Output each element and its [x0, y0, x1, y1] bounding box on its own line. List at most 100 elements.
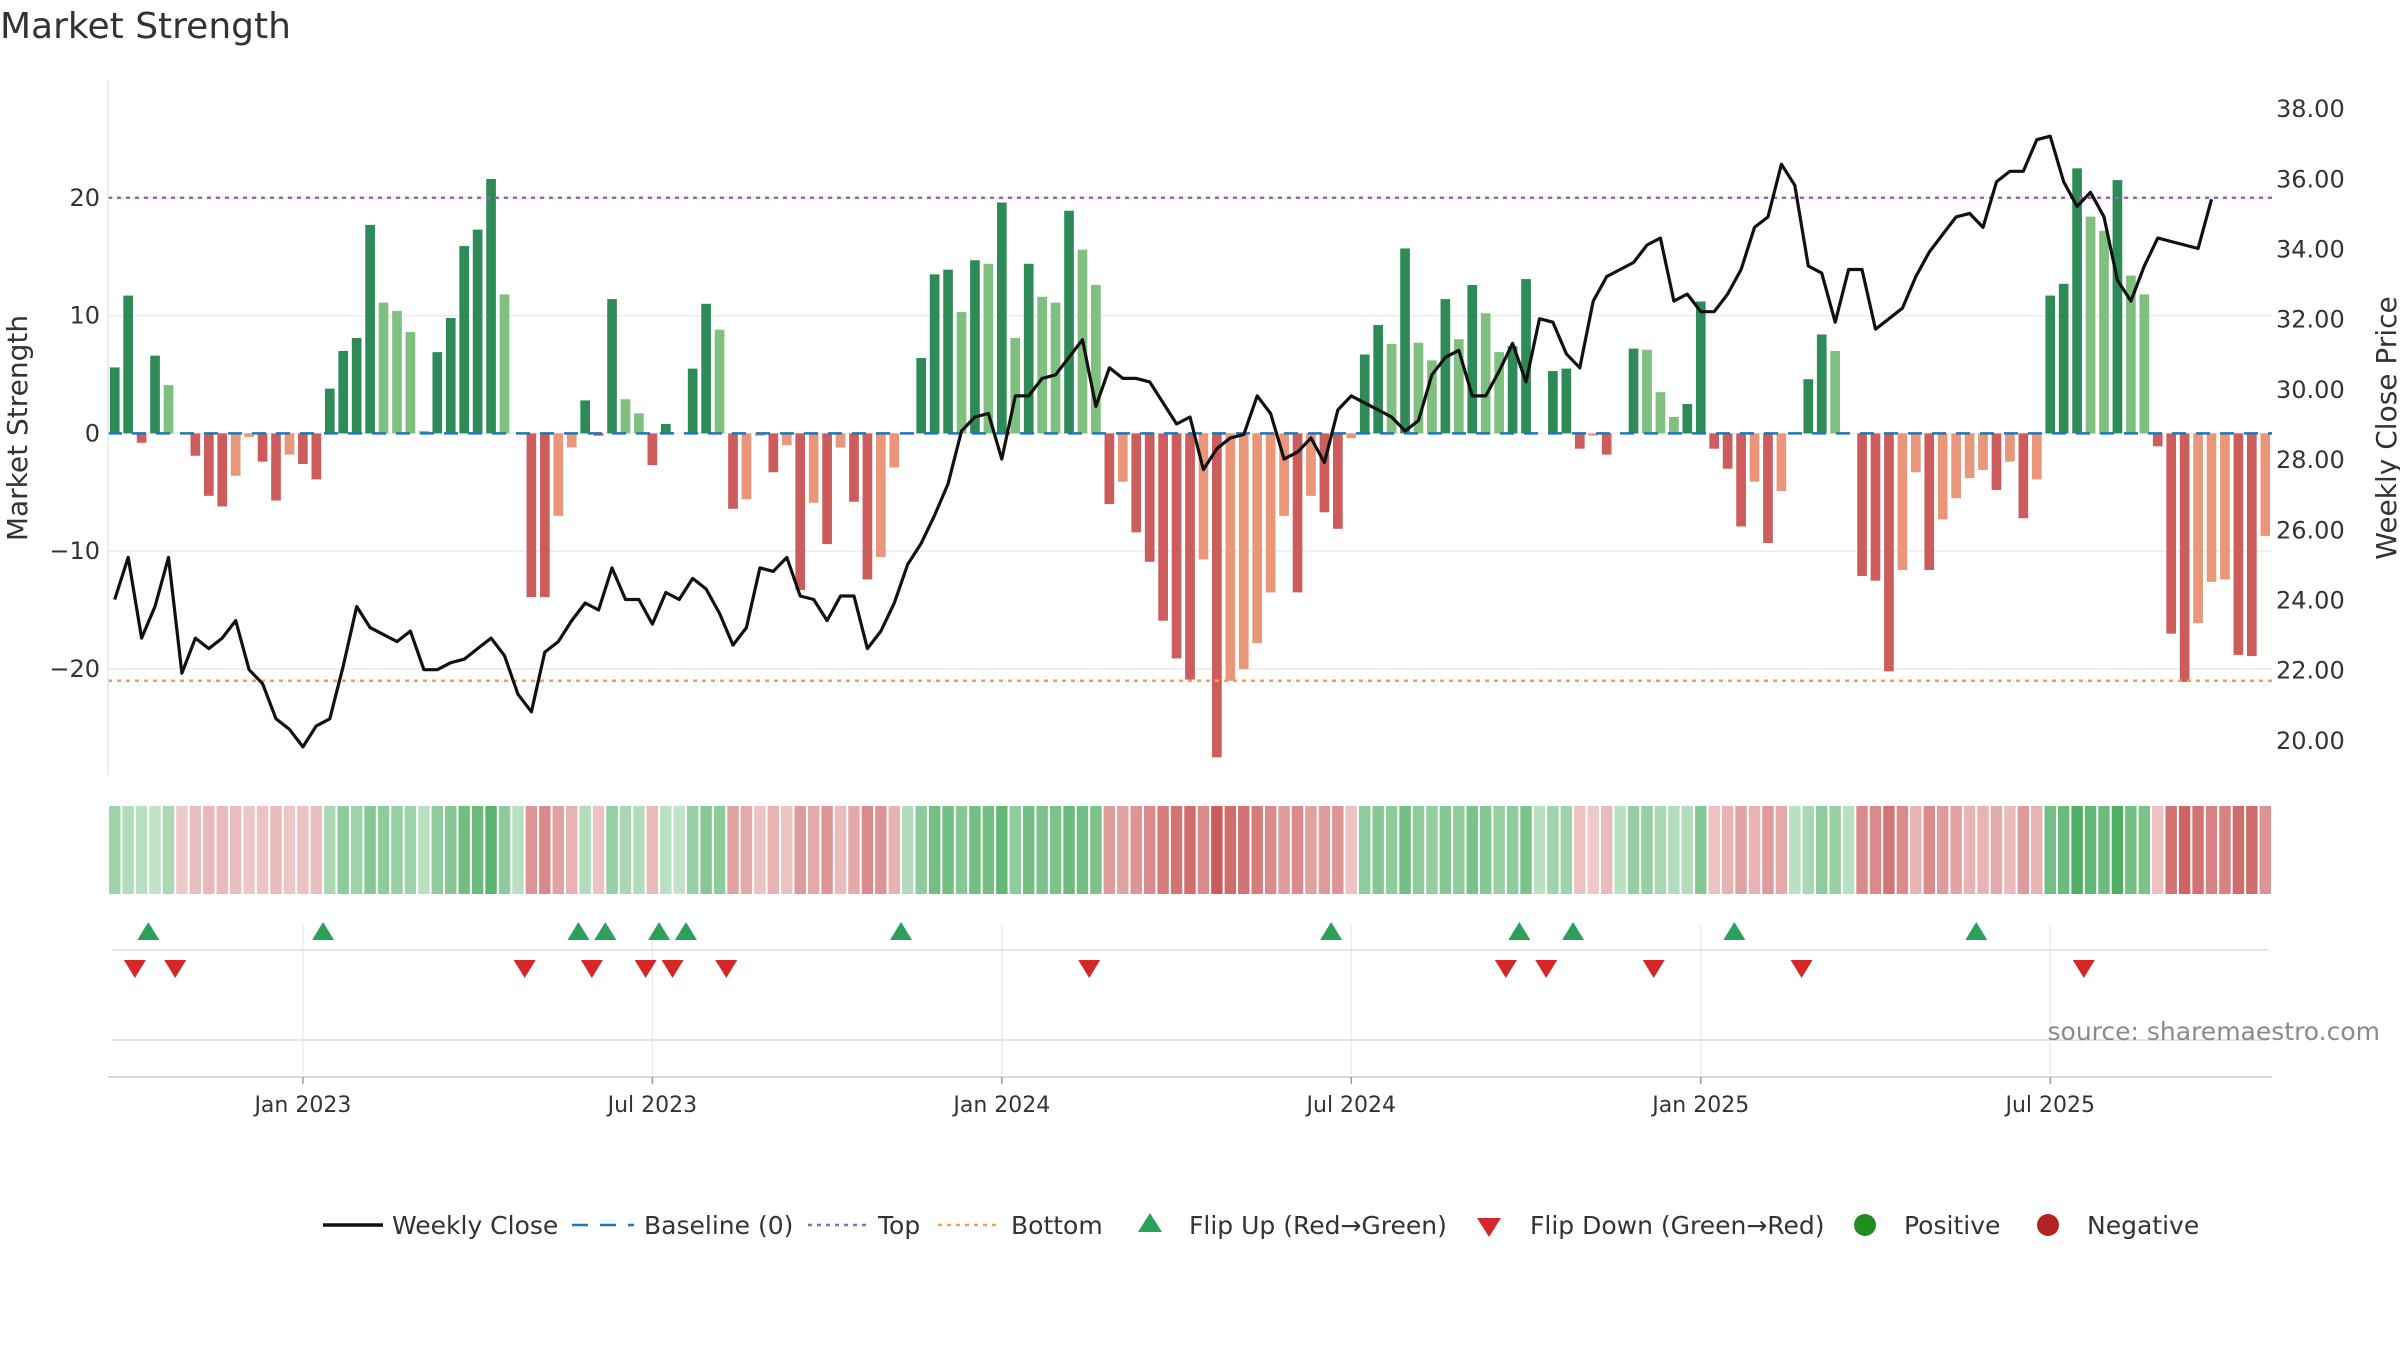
heat-cell: [633, 806, 645, 894]
strength-bar: [1238, 433, 1249, 669]
strength-bar: [217, 433, 228, 507]
strength-bar: [1857, 433, 1867, 576]
heat-cell: [498, 806, 511, 894]
strength-bar: [2085, 216, 2096, 434]
strength-bar: [1776, 433, 1787, 492]
heat-cell: [1856, 806, 1868, 894]
flip-down-marker: [634, 960, 657, 978]
strength-bar: [1561, 368, 1572, 434]
strength-bar: [136, 433, 147, 443]
heat-cell: [1775, 806, 1788, 894]
heat-cell: [512, 806, 524, 894]
strength-bar: [405, 332, 416, 434]
chart-title: Market Strength: [0, 6, 291, 47]
strength-bar: [1413, 342, 1424, 434]
strength-bar: [271, 433, 281, 501]
strength-bar: [324, 388, 335, 434]
heat-cell: [996, 806, 1008, 894]
heat-cell: [229, 806, 242, 894]
strength-bar: [284, 433, 295, 455]
strength-bar: [970, 260, 980, 434]
flip-down-marker: [661, 960, 684, 978]
strength-bar: [1870, 433, 1881, 581]
flip-down-marker: [1078, 960, 1101, 978]
heat-cell: [1278, 806, 1290, 894]
heat-cell: [310, 806, 323, 894]
flip-up-marker: [1320, 922, 1343, 940]
legend-item: Bottom: [938, 1211, 1103, 1240]
heat-cell: [1883, 806, 1895, 894]
strength-bar: [1386, 343, 1397, 434]
heat-cell: [471, 806, 484, 894]
heat-cell: [660, 806, 672, 894]
heat-cell: [552, 806, 564, 894]
legend-item: Flip Up (Red→Green): [1138, 1211, 1447, 1240]
heat-cell: [297, 806, 309, 894]
flip-up-marker: [567, 922, 590, 940]
strength-bar: [2193, 433, 2203, 624]
heat-cell: [431, 806, 444, 894]
legend-triangle-down-icon: [1477, 1218, 1501, 1237]
strength-bar: [1924, 433, 1935, 571]
heat-cell: [1197, 806, 1210, 894]
strength-bar: [486, 178, 496, 434]
strength-bar: [2072, 168, 2082, 434]
x-tick-label: Jan 2023: [252, 1093, 351, 1118]
strength-bar: [1346, 433, 1357, 439]
heat-cell: [1708, 806, 1720, 894]
heat-cell: [485, 806, 497, 894]
heat-cell: [888, 806, 901, 894]
heat-cell: [1143, 806, 1156, 894]
heat-cell: [2165, 806, 2177, 894]
heat-cell: [875, 806, 887, 894]
heat-cell: [2111, 806, 2124, 894]
strength-bar: [566, 433, 577, 448]
strength-bar: [1588, 433, 1599, 436]
heat-cell: [740, 806, 753, 894]
heat-cell: [2219, 806, 2231, 894]
heat-cell: [2138, 806, 2151, 894]
source-note: source: sharemaestro.com: [2048, 1017, 2381, 1046]
right-tick-label: 30.00: [2276, 376, 2345, 404]
strength-bar: [687, 368, 698, 434]
heat-cell: [1547, 806, 1559, 894]
heat-cell: [458, 806, 470, 894]
strength-bar: [1225, 433, 1236, 681]
strength-bar: [2045, 295, 2056, 434]
strength-bar: [2018, 433, 2029, 519]
strength-bar: [620, 399, 631, 434]
strength-bar: [163, 385, 174, 434]
heat-cell: [1412, 806, 1425, 894]
heat-cell: [686, 806, 699, 894]
x-tick-label: Jan 2024: [951, 1093, 1050, 1118]
strength-bar: [526, 433, 537, 598]
right-tick-label: 38.00: [2276, 95, 2345, 123]
strength-bar: [1669, 416, 1679, 434]
strength-bar: [647, 433, 658, 466]
heat-cell: [189, 806, 202, 894]
x-tick-label: Jul 2023: [606, 1093, 698, 1118]
heat-cell: [619, 806, 632, 894]
flip-down-marker: [1494, 960, 1517, 978]
heat-cell: [1533, 806, 1546, 894]
strength-bar: [1682, 403, 1693, 434]
strength-bar: [916, 358, 927, 434]
strength-bar: [553, 433, 564, 516]
strength-bar: [1453, 339, 1464, 434]
strength-bar: [2005, 433, 2015, 462]
strength-bar: [795, 433, 806, 591]
strength-bar: [499, 294, 510, 434]
strength-bar: [2126, 275, 2136, 434]
heat-cell: [404, 806, 417, 894]
strength-bar: [741, 433, 752, 500]
heat-cell: [364, 806, 376, 894]
heat-cell: [1627, 806, 1640, 894]
strength-bar: [1279, 433, 1289, 516]
strength-bar: [2220, 433, 2230, 580]
left-tick-label: 0: [85, 419, 100, 447]
strength-bar: [244, 433, 254, 437]
heat-cell: [1936, 806, 1949, 894]
heat-cell: [1896, 806, 1909, 894]
heat-cell: [1090, 806, 1102, 894]
heat-cell: [2125, 806, 2137, 894]
